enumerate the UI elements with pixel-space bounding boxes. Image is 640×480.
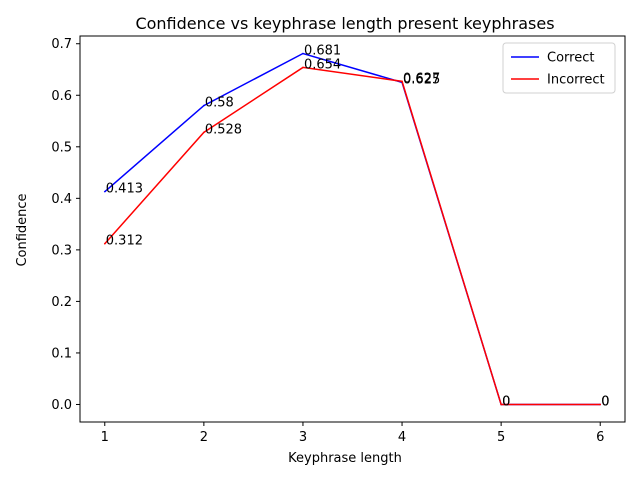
data-point-incorrect [401, 80, 403, 83]
y-tick-label: 0.4 [51, 192, 72, 207]
data-point-correct [203, 104, 205, 107]
data-point-incorrect [500, 403, 502, 406]
legend-label-correct: Correct [547, 51, 594, 66]
data-label-correct: 0.58 [205, 96, 234, 111]
data-point-incorrect [302, 66, 304, 69]
y-tick-label: 0.1 [51, 346, 72, 361]
data-point-incorrect [599, 403, 602, 406]
y-axis-label: Confidence [15, 193, 30, 266]
data-label-correct: 0 [601, 394, 609, 409]
y-tick-label: 0.0 [51, 398, 72, 413]
data-label-incorrect: 0.654 [304, 57, 341, 72]
data-label-incorrect: 0.528 [205, 122, 242, 137]
data-point-correct [103, 190, 106, 193]
axes-frame [79, 35, 626, 423]
data-label-incorrect: 0.627 [403, 71, 440, 86]
data-point-incorrect [103, 242, 106, 245]
data-label-correct: 0.625 [403, 72, 440, 87]
data-point-incorrect [203, 131, 205, 134]
x-tick-label: 2 [200, 430, 208, 445]
data-label-incorrect: 0 [601, 394, 609, 409]
x-tick-label: 4 [398, 430, 406, 445]
chart-title: Confidence vs keyphrase length present k… [135, 14, 554, 33]
x-tick-label: 5 [497, 430, 505, 445]
legend-box [502, 42, 616, 94]
plot-area: 1 2 3 4 5 6 0.0 0.1 0.2 0.3 0.4 0.5 0.6 0.7 0.413 0.58 0… [51, 35, 626, 445]
data-label-correct: 0.413 [106, 182, 143, 197]
y-tick-label: 0.7 [51, 37, 72, 52]
y-tick-label: 0.6 [51, 89, 72, 104]
x-tick-label: 3 [299, 430, 307, 445]
data-label-correct: 0 [502, 394, 510, 409]
data-label-incorrect: 0 [502, 394, 510, 409]
legend: Correct Incorrect [502, 42, 616, 94]
y-tick-label: 0.5 [51, 140, 72, 155]
data-label-incorrect: 0.312 [106, 234, 143, 249]
x-axis-label: Keyphrase length [288, 451, 402, 466]
y-tick-label: 0.3 [51, 243, 72, 258]
x-tick-label: 6 [596, 430, 604, 445]
y-tick-label: 0.2 [51, 295, 72, 310]
series-line-incorrect [104, 66, 601, 406]
data-point-correct [302, 52, 304, 55]
legend-label-incorrect: Incorrect [547, 73, 605, 88]
x-tick-label: 1 [101, 430, 109, 445]
data-label-correct: 0.681 [304, 44, 341, 59]
